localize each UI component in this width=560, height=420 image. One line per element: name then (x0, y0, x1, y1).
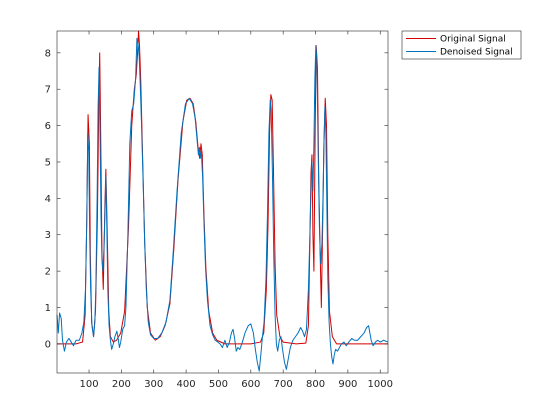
y-axis: 0 1 2 3 4 5 6 7 8 (45, 48, 388, 350)
x-tick-label: 200 (112, 379, 131, 390)
legend-label-denoised: Denoised Signal (440, 48, 513, 58)
x-tick-label: 1000 (368, 379, 393, 390)
legend-box (401, 30, 522, 60)
series-line-original (57, 30, 388, 345)
legend: Original Signal Denoised Signal (401, 30, 522, 60)
y-tick-label: 3 (45, 230, 51, 241)
y-tick-label: 8 (45, 48, 51, 59)
series-layer (56, 30, 389, 372)
y-tick-label: 7 (45, 85, 51, 96)
x-tick-label: 100 (79, 379, 98, 390)
y-tick-label: 4 (45, 194, 51, 205)
plot-frame (56, 30, 389, 374)
y-tick-label: 1 (45, 303, 51, 314)
y-tick-label: 0 (45, 339, 51, 350)
x-tick-label: 800 (306, 379, 325, 390)
x-tick-label: 900 (338, 379, 357, 390)
x-axis: 100 200 300 400 500 600 700 800 900 1000 (79, 31, 393, 390)
x-tick-label: 300 (144, 379, 163, 390)
plot-area (57, 31, 388, 373)
x-tick-label: 600 (241, 379, 260, 390)
x-tick-label: 500 (209, 379, 228, 390)
series-line-denoised (56, 37, 389, 372)
x-tick-label: 400 (177, 379, 196, 390)
y-tick-label: 2 (45, 267, 51, 278)
legend-label-original: Original Signal (440, 35, 506, 45)
y-tick-label: 5 (45, 157, 51, 168)
y-tick-label: 6 (45, 121, 51, 132)
x-tick-label: 700 (274, 379, 293, 390)
